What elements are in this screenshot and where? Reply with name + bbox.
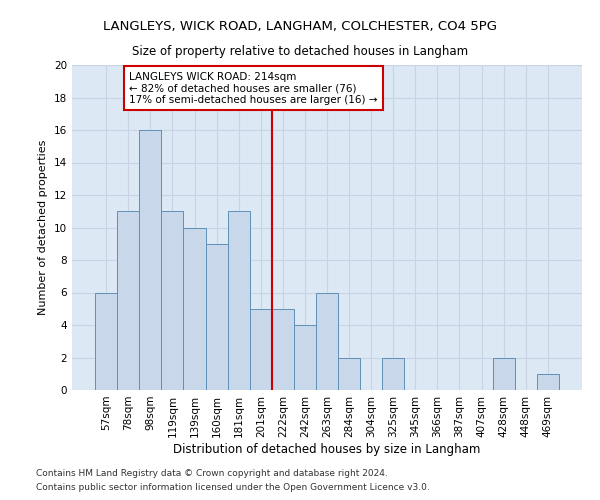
Bar [382,358,404,390]
Bar [316,292,338,390]
Bar [117,211,139,390]
Bar [294,325,316,390]
Bar [537,374,559,390]
Bar [206,244,227,390]
Bar [338,358,360,390]
Text: LANGLEYS WICK ROAD: 214sqm
← 82% of detached houses are smaller (76)
17% of semi: LANGLEYS WICK ROAD: 214sqm ← 82% of deta… [130,72,378,104]
X-axis label: Distribution of detached houses by size in Langham: Distribution of detached houses by size … [173,442,481,456]
Bar [493,358,515,390]
Bar [95,292,117,390]
Bar [250,308,272,390]
Bar [272,308,294,390]
Text: Contains HM Land Registry data © Crown copyright and database right 2024.: Contains HM Land Registry data © Crown c… [36,468,388,477]
Bar [139,130,161,390]
Y-axis label: Number of detached properties: Number of detached properties [38,140,49,315]
Bar [184,228,206,390]
Bar [227,211,250,390]
Text: Size of property relative to detached houses in Langham: Size of property relative to detached ho… [132,45,468,58]
Text: LANGLEYS, WICK ROAD, LANGHAM, COLCHESTER, CO4 5PG: LANGLEYS, WICK ROAD, LANGHAM, COLCHESTER… [103,20,497,33]
Text: Contains public sector information licensed under the Open Government Licence v3: Contains public sector information licen… [36,484,430,492]
Bar [161,211,184,390]
